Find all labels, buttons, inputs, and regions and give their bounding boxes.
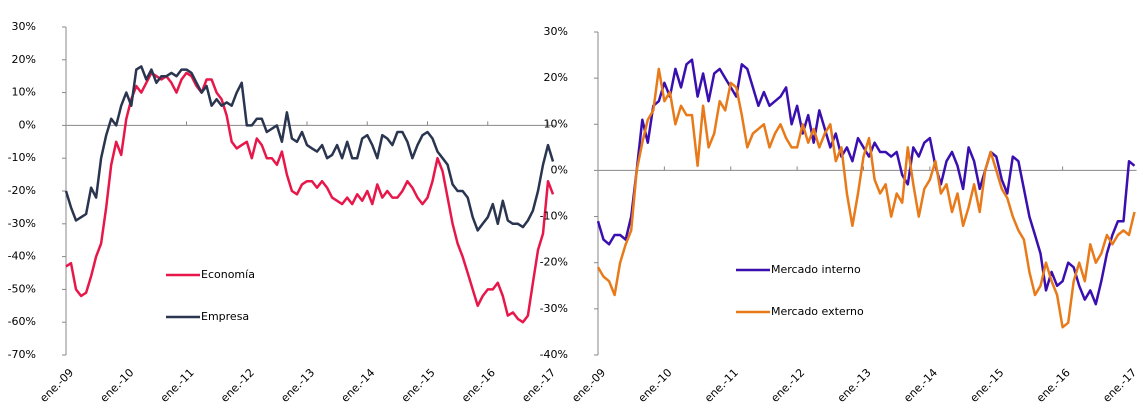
y-tick-label: 10% bbox=[12, 86, 36, 99]
x-tick-label: ene.-16 bbox=[459, 366, 498, 405]
x-tick-label: ene.-11 bbox=[158, 366, 197, 405]
y-tick-label: 30% bbox=[544, 25, 568, 38]
y-tick-label: 30% bbox=[12, 20, 36, 33]
y-tick-label: 0% bbox=[19, 118, 36, 131]
legend-label: Mercado externo bbox=[771, 305, 864, 318]
x-tick-label: ene.-12 bbox=[218, 366, 257, 405]
x-tick-label: ene.-17 bbox=[519, 366, 558, 405]
y-tick-label: -20% bbox=[8, 184, 36, 197]
y-tick-label: -10% bbox=[8, 151, 36, 164]
x-tick-label: ene.-09 bbox=[37, 366, 76, 405]
y-tick-label: -40% bbox=[540, 348, 568, 361]
line-series bbox=[596, 58, 1136, 306]
x-tick-label: ene.-14 bbox=[901, 366, 940, 405]
line-series bbox=[596, 67, 1136, 329]
y-tick-label: -20% bbox=[540, 256, 568, 269]
x-tick-label: ene.-11 bbox=[702, 366, 741, 405]
legend-label: Empresa bbox=[201, 310, 249, 323]
y-tick-label: 20% bbox=[12, 53, 36, 66]
x-tick-label: ene.-15 bbox=[968, 366, 1007, 405]
x-tick-label: ene.-09 bbox=[569, 366, 608, 405]
y-tick-label: -50% bbox=[8, 282, 36, 295]
line-series bbox=[65, 71, 555, 324]
x-tick-label: ene.-12 bbox=[768, 366, 807, 405]
x-tick-label: ene.-10 bbox=[636, 366, 675, 405]
y-tick-label: 0% bbox=[551, 163, 568, 176]
x-tick-label: ene.-14 bbox=[339, 366, 378, 405]
legend-label: Mercado interno bbox=[771, 263, 861, 276]
x-tick-label: ene.-15 bbox=[399, 366, 438, 405]
line-series bbox=[64, 65, 555, 232]
y-tick-label: 20% bbox=[544, 71, 568, 84]
x-tick-label: ene.-16 bbox=[1034, 366, 1073, 405]
y-tick-label: -60% bbox=[8, 315, 36, 328]
y-tick-label: -10% bbox=[540, 210, 568, 223]
x-tick-label: ene.-13 bbox=[278, 366, 317, 405]
x-tick-label: ene.-17 bbox=[1100, 366, 1139, 405]
y-tick-label: -30% bbox=[540, 302, 568, 315]
y-tick-label: -30% bbox=[8, 217, 36, 230]
x-tick-label: ene.-10 bbox=[98, 366, 137, 405]
legend-label: Economía bbox=[201, 268, 255, 281]
y-tick-label: -40% bbox=[8, 250, 36, 263]
x-tick-label: ene.-13 bbox=[835, 366, 874, 405]
y-tick-label: -70% bbox=[8, 348, 36, 361]
y-tick-label: 10% bbox=[544, 117, 568, 130]
